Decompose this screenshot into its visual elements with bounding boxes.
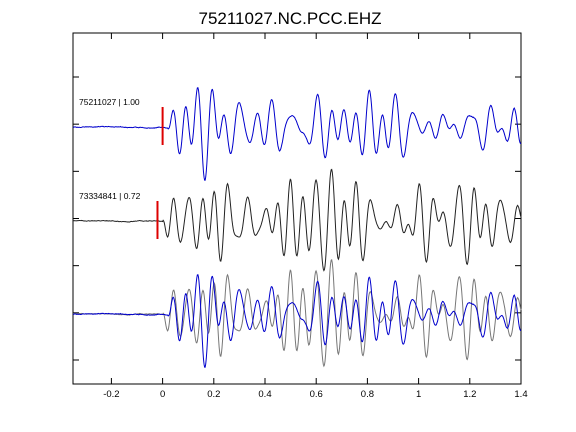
trace-overlay-template bbox=[72, 258, 522, 368]
x-tick-label: 0.4 bbox=[258, 389, 271, 400]
chart-title: 75211027.NC.PCC.EHZ bbox=[199, 9, 382, 28]
x-tick-label: 1 bbox=[416, 389, 421, 400]
trace-overlay-target bbox=[72, 273, 522, 368]
pick-markers bbox=[156, 107, 164, 239]
x-tick-label: 0.8 bbox=[361, 389, 374, 400]
trace-labels: 75211027 | 1.00 73334841 | 0.72 bbox=[79, 97, 141, 201]
x-axis: -0.2 0 0.2 0.4 0.6 0.8 1 1.2 1.4 bbox=[103, 33, 528, 400]
y-axis bbox=[73, 76, 521, 361]
trace-label-template: 73334841 | 0.72 bbox=[79, 191, 141, 201]
x-tick-label: -0.2 bbox=[103, 389, 119, 400]
plot-frame bbox=[72, 32, 522, 385]
trace-template bbox=[72, 168, 522, 272]
x-tick-label: 1.2 bbox=[463, 389, 476, 400]
x-tick-label: 0.2 bbox=[207, 389, 220, 400]
trace-label-target: 75211027 | 1.00 bbox=[79, 97, 140, 107]
trace-target bbox=[72, 86, 522, 181]
x-tick-label: 1.4 bbox=[514, 389, 527, 400]
waveform-traces bbox=[72, 86, 522, 368]
x-tick-label: 0 bbox=[160, 389, 165, 400]
x-tick-label: 0.6 bbox=[310, 389, 323, 400]
